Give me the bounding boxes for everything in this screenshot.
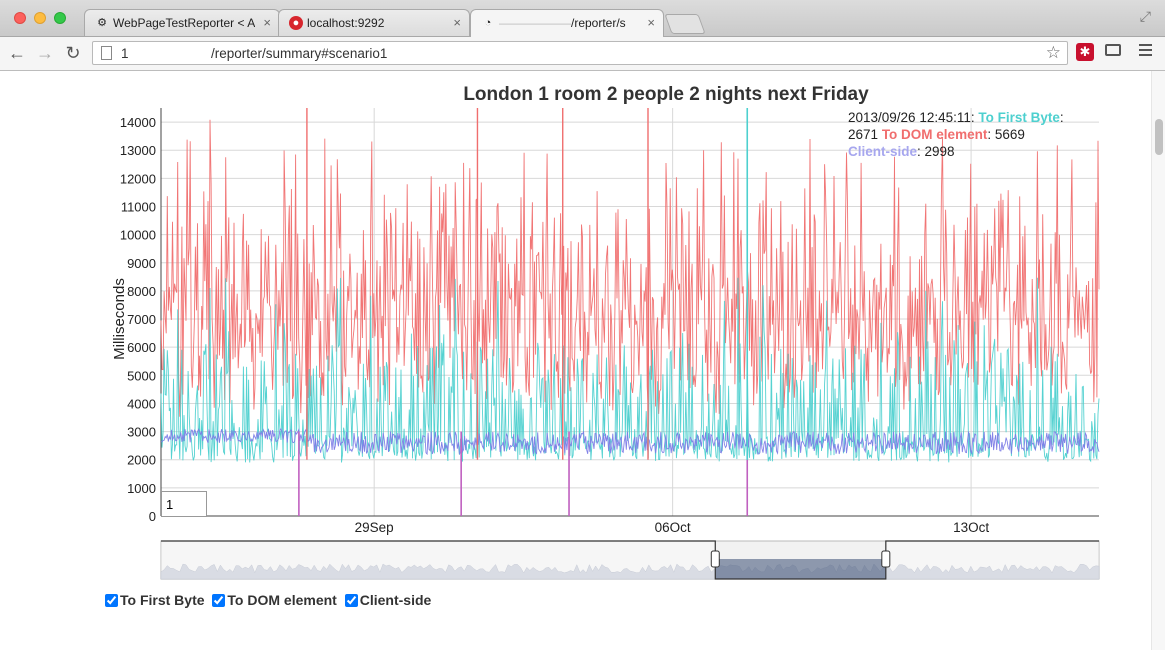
y-tick-label: 10000 [120,228,156,243]
dom-checkbox[interactable] [212,594,226,607]
y-tick-label: 11000 [121,199,156,214]
rolling-period-input[interactable]: 1 [161,491,207,517]
close-icon[interactable]: × [263,15,271,30]
bookmark-star-icon[interactable]: ☆ [1045,43,1061,62]
tooltip-ttfb-label: To First Byte [978,110,1060,125]
tab-title: WebPageTestReporter < Ar [113,16,255,30]
series-line [160,277,1100,463]
y-tick-label: 13000 [120,143,156,158]
y-tick-label: 8000 [127,284,156,299]
y-tick-label: 9000 [127,256,156,271]
window-close-button[interactable] [14,12,26,24]
y-tick-label: 12000 [120,171,156,186]
tooltip-dom-value: 5669 [994,127,1025,142]
tab-title: ——————/reporter/s [499,16,626,30]
close-icon[interactable]: × [453,15,461,30]
y-tick-label: 4000 [127,396,156,411]
y-tick-label: 1000 [127,481,156,496]
tooltip-timestamp: 2013/09/26 12:45:11: [848,110,975,125]
address-text[interactable]: 1 /reporter/summary#scenario1 [121,46,388,61]
tab-strip: ⚙ WebPageTestReporter < Ar × ● localhost… [0,0,1165,37]
forward-arrow-icon[interactable]: → [36,43,54,63]
address-bar[interactable]: 1 /reporter/summary#scenario1 ☆ [92,41,1068,65]
page-scrollbar[interactable] [1151,71,1165,650]
chart-tooltip: 2013/09/26 12:45:11: To First Byte: 2671… [848,110,1064,159]
range-selector-mask [885,541,1099,579]
range-selector-handle[interactable] [881,550,891,568]
y-tick-label: 6000 [127,340,156,355]
tooltip-dom-label: To DOM element [881,127,988,142]
window-minimize-button[interactable] [34,12,46,24]
cast-icon[interactable] [1105,44,1121,56]
legend-ttfb[interactable]: To First Byte [105,592,205,608]
x-tick-label: 13Oct [953,520,989,535]
scrollbar-thumb[interactable] [1155,119,1163,155]
app-icon: ⚙ [97,17,107,29]
ttfb-checkbox[interactable] [105,594,118,607]
tooltip-cs-value: 2998 [924,144,955,159]
speedometer-icon: ◔ [484,17,492,29]
tooltip-cs-label: Client-side [848,144,918,159]
y-tick-label: 7000 [127,312,156,327]
window-maximize-button[interactable] [54,12,66,24]
fullscreen-icon[interactable]: ⤢ [1139,8,1151,24]
series-legend: To First Byte To DOM element Client-side [105,592,435,608]
legend-dom[interactable]: To DOM element [212,592,337,608]
tab-localhost[interactable]: ● localhost:9292 × [278,9,470,36]
reload-icon[interactable]: ↻ [65,43,81,63]
y-tick-label: 2000 [127,453,156,468]
range-selector-window [715,559,886,579]
y-tick-label: 14000 [120,115,156,130]
y-tick-label: 5000 [127,368,156,383]
browser-toolbar: ← → ↻ 1 /reporter/summary#scenario1 ☆ [0,37,1165,71]
menu-icon[interactable] [1139,44,1152,60]
tab-webpagetestreporter[interactable]: ⚙ WebPageTestReporter < Ar × [84,9,280,36]
x-tick-label: 06Oct [655,520,691,535]
series-line [160,427,1100,456]
series-line [160,119,1100,417]
client-side-checkbox[interactable] [344,594,358,607]
redhat-icon: ● [289,16,303,30]
back-arrow-icon[interactable]: ← [8,43,26,63]
tooltip-ttfb-value: 2671 [848,127,879,142]
extension-icon[interactable]: ✱ [1076,43,1094,61]
range-selector-handle[interactable] [710,550,720,568]
y-axis-label: Milliseconds [111,278,128,360]
close-icon[interactable]: × [647,15,655,30]
y-tick-label: 3000 [127,425,156,440]
range-selector-mask [161,541,716,579]
legend-client-side[interactable]: Client-side [344,592,431,608]
tab-reporter[interactable]: ◔ ——————/reporter/s × [470,9,664,37]
page-icon [101,46,112,60]
chart-title: London 1 room 2 people 2 nights next Fri… [463,84,869,105]
x-tick-label: 29Sep [355,520,394,535]
y-tick-label: 0 [149,509,156,524]
range-selector-outline [161,540,1099,580]
tab-title: localhost:9292 [307,16,385,30]
